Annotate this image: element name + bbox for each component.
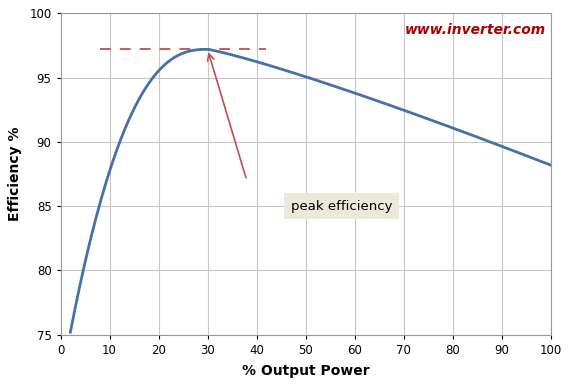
X-axis label: % Output Power: % Output Power xyxy=(242,364,369,378)
Y-axis label: Efficiency %: Efficiency % xyxy=(9,127,22,221)
Text: www.inverter.com: www.inverter.com xyxy=(404,23,545,37)
Text: peak efficiency: peak efficiency xyxy=(291,200,392,213)
